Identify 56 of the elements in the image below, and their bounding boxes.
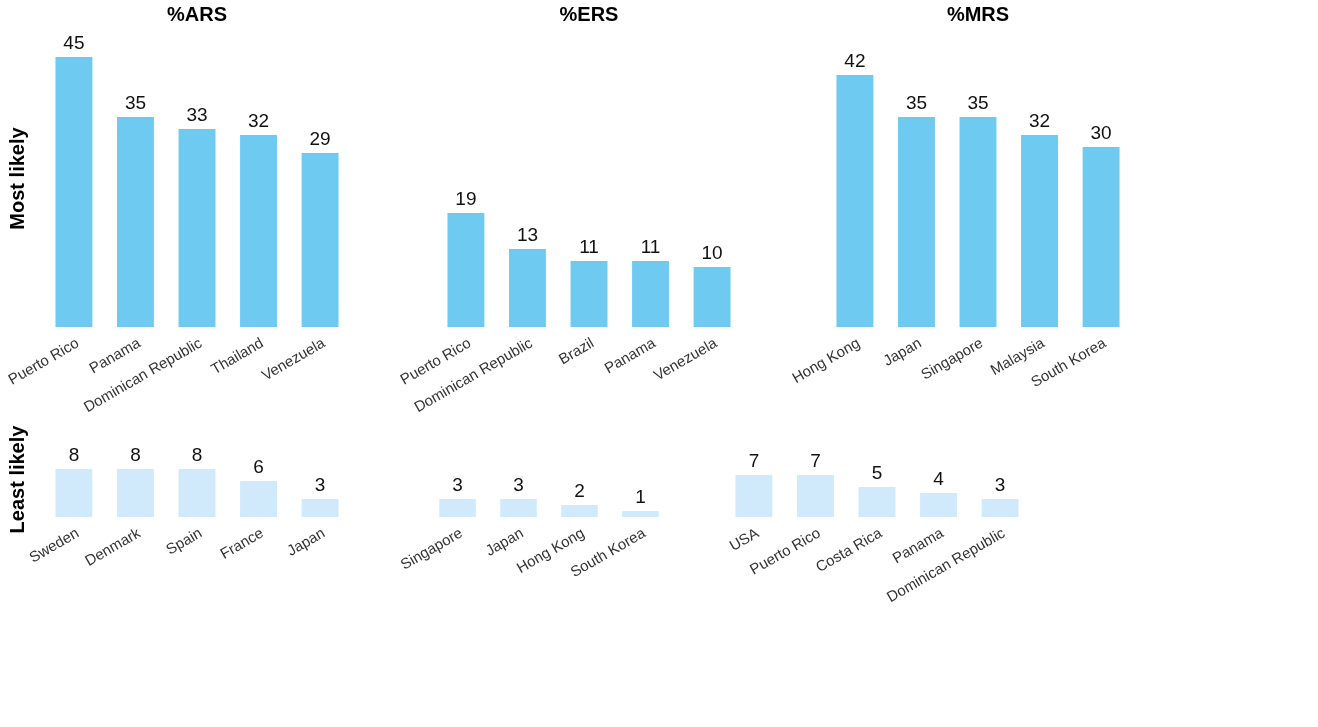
data-label: 7	[748, 450, 760, 471]
bar	[693, 267, 731, 327]
data-label: 29	[309, 128, 331, 149]
data-label: 3	[994, 474, 1006, 495]
data-label: 11	[640, 236, 661, 257]
bar	[447, 213, 485, 327]
bar	[55, 57, 93, 327]
bar	[735, 475, 773, 517]
chart-title: %ERS	[559, 3, 619, 25]
bar	[858, 487, 896, 517]
data-label: 35	[905, 92, 928, 113]
data-label: 8	[130, 444, 141, 465]
bar	[898, 117, 935, 327]
data-label: 1	[635, 486, 646, 507]
bar	[301, 153, 339, 327]
bar	[178, 129, 216, 327]
bar	[1021, 135, 1058, 327]
data-label: 6	[253, 456, 264, 477]
data-label: 11	[579, 236, 599, 257]
data-label: 5	[871, 462, 883, 483]
data-label: 35	[124, 92, 147, 113]
chart-title: %MRS	[946, 3, 1010, 25]
y-axis-title: Most likely	[5, 126, 28, 230]
data-label: 42	[844, 50, 866, 71]
data-label: 32	[247, 110, 270, 131]
bar	[117, 117, 154, 327]
data-label: 7	[810, 450, 821, 471]
bar	[240, 135, 277, 327]
data-label: 32	[1028, 110, 1051, 131]
bar	[632, 261, 669, 327]
x-tick-label: Hong Kong	[788, 333, 863, 387]
data-label: 8	[68, 444, 80, 465]
data-label: 4	[933, 468, 945, 489]
data-label: 3	[452, 474, 463, 495]
data-label: 3	[314, 474, 326, 495]
y-axis-title: Least likely	[5, 424, 28, 534]
data-label: 13	[516, 224, 539, 245]
bar	[981, 499, 1019, 517]
data-label: 19	[455, 188, 477, 209]
data-label: 8	[191, 444, 203, 465]
data-label: 10	[701, 242, 723, 263]
data-label: 33	[186, 104, 208, 125]
data-label: 30	[1090, 122, 1112, 143]
x-tick-label: Spain	[162, 523, 205, 558]
data-label: 2	[574, 480, 585, 501]
bar	[1082, 147, 1120, 327]
bar	[920, 493, 957, 517]
data-label: 45	[63, 32, 85, 53]
data-label: 35	[967, 92, 989, 113]
data-label: 3	[513, 474, 524, 495]
bar	[797, 475, 834, 517]
bar	[509, 249, 546, 327]
bar	[570, 261, 608, 327]
chart-title: %ARS	[166, 3, 228, 25]
bar	[836, 75, 874, 327]
bar	[959, 117, 997, 327]
